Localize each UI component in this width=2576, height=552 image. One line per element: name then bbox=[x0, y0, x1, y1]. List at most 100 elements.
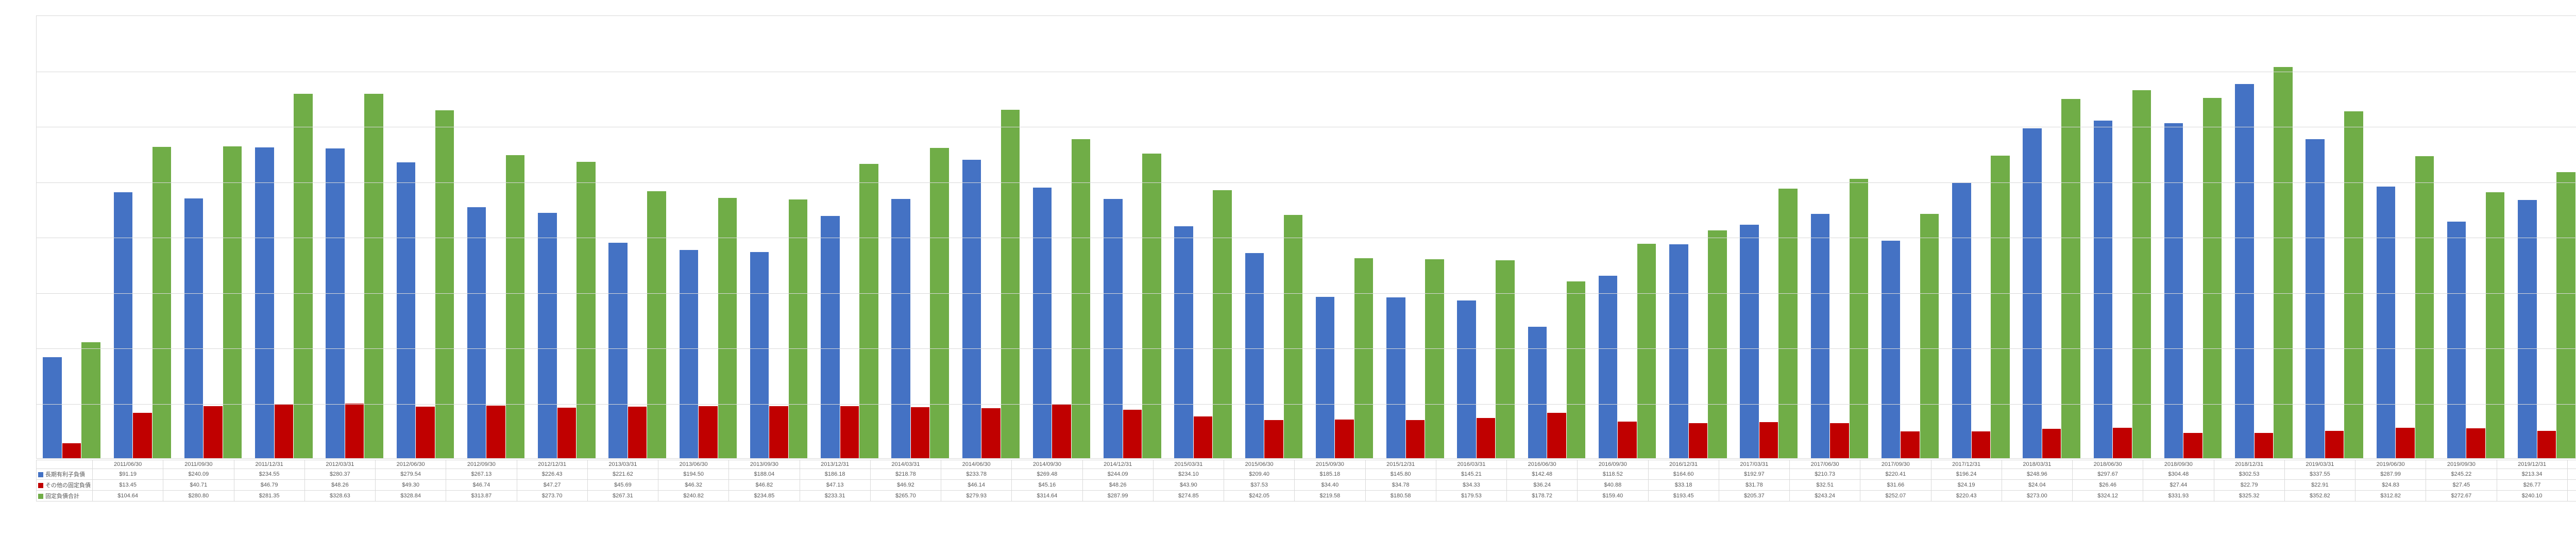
table-cell: $220.43 bbox=[1931, 491, 2002, 501]
table-cell: $24.19 bbox=[1931, 480, 2002, 491]
category-slot bbox=[1168, 16, 1239, 458]
table-cell: $209.40 bbox=[1224, 469, 1295, 480]
table-cell: $325.32 bbox=[2214, 491, 2284, 501]
table-header-date: 2015/09/30 bbox=[1295, 460, 1365, 469]
table-cell: $31.66 bbox=[1860, 480, 1931, 491]
table-header-date: 2016/03/31 bbox=[1436, 460, 1506, 469]
bar bbox=[962, 160, 981, 458]
table-header-date: 2012/03/31 bbox=[304, 460, 375, 469]
category-slot bbox=[2087, 16, 2158, 458]
table-row-header: その他の固定負債 bbox=[37, 480, 93, 491]
bar bbox=[1335, 420, 1354, 458]
table-cell: $313.87 bbox=[446, 491, 517, 501]
bar bbox=[1386, 297, 1405, 458]
category-slot bbox=[1097, 16, 1168, 458]
table-cell: $281.35 bbox=[234, 491, 304, 501]
table-cell: $242.05 bbox=[1224, 491, 1295, 501]
bar bbox=[2537, 431, 2556, 458]
table-header-date: 2017/06/30 bbox=[1790, 460, 1860, 469]
table-cell: $34.33 bbox=[1436, 480, 1506, 491]
bar bbox=[2255, 433, 2274, 458]
table-cell: $267.13 bbox=[446, 469, 517, 480]
table-cell: $142.48 bbox=[1507, 469, 1578, 480]
series-name-label: その他の固定負債 bbox=[45, 482, 91, 489]
table-cell: $188.04 bbox=[729, 469, 800, 480]
category-slot bbox=[390, 16, 461, 458]
bar bbox=[1457, 300, 1476, 458]
bar bbox=[1245, 253, 1264, 458]
table-cell: $179.53 bbox=[1436, 491, 1506, 501]
bar bbox=[1354, 258, 1374, 458]
bar bbox=[1811, 214, 1830, 458]
table-cell: $272.67 bbox=[2426, 491, 2497, 501]
table-cell: $210.73 bbox=[1790, 469, 1860, 480]
category-slot bbox=[178, 16, 249, 458]
category-slot bbox=[2370, 16, 2441, 458]
bar bbox=[2325, 431, 2344, 458]
bar bbox=[1637, 244, 1656, 458]
bar bbox=[2306, 139, 2325, 458]
table-cell: $22.79 bbox=[2214, 480, 2284, 491]
bar bbox=[2274, 67, 2293, 458]
table-cell: $27.45 bbox=[2426, 480, 2497, 491]
bar bbox=[930, 148, 949, 458]
table-cell: $257.99 bbox=[2567, 491, 2576, 501]
bar bbox=[647, 191, 666, 458]
bar bbox=[486, 406, 505, 458]
table-cell: $193.45 bbox=[1648, 491, 1719, 501]
table-cell: $34.40 bbox=[1295, 480, 1365, 491]
bar bbox=[1174, 226, 1193, 458]
table-cell: $279.93 bbox=[941, 491, 1012, 501]
table-header-date: 2014/12/31 bbox=[1082, 460, 1153, 469]
bar bbox=[1952, 182, 1971, 458]
table-cell: $312.82 bbox=[2355, 491, 2426, 501]
table-cell: $118.52 bbox=[1578, 469, 1648, 480]
category-slot bbox=[2299, 16, 2370, 458]
table-cell: $47.27 bbox=[517, 480, 587, 491]
chart-container: $0$50$100$150$200$250$300$350$400 (単位：百万… bbox=[0, 0, 2576, 552]
table-header-date: 2013/03/31 bbox=[587, 460, 658, 469]
category-slot bbox=[744, 16, 815, 458]
bar bbox=[1778, 189, 1798, 458]
table-cell: $46.74 bbox=[446, 480, 517, 491]
table-cell: $13.45 bbox=[93, 480, 163, 491]
bar bbox=[1496, 260, 1515, 458]
table-cell: $245.22 bbox=[2426, 469, 2497, 480]
category-slot bbox=[815, 16, 885, 458]
table-cell: $185.18 bbox=[1295, 469, 1365, 480]
bar bbox=[1477, 418, 1496, 458]
table-cell: $205.37 bbox=[1719, 491, 1789, 501]
category-slot bbox=[249, 16, 319, 458]
bar bbox=[114, 192, 133, 458]
category-slot bbox=[1310, 16, 1380, 458]
table-header-date: 2018/09/30 bbox=[2143, 460, 2214, 469]
table-cell: $244.09 bbox=[1082, 469, 1153, 480]
data-table: 2011/06/302011/09/302011/12/312012/03/31… bbox=[36, 460, 2576, 501]
bar bbox=[628, 407, 647, 458]
bar bbox=[821, 216, 840, 458]
category-slot bbox=[1592, 16, 1663, 458]
bar bbox=[789, 199, 808, 458]
table-cell: $233.24 bbox=[2567, 469, 2576, 480]
bar bbox=[1920, 214, 1939, 458]
series-name-label: 長期有利子負債 bbox=[45, 472, 85, 478]
category-slot bbox=[1875, 16, 1946, 458]
bar bbox=[255, 147, 274, 458]
bar bbox=[416, 407, 435, 458]
table-cell: $36.24 bbox=[1507, 480, 1578, 491]
table-header-date: 2014/03/31 bbox=[870, 460, 941, 469]
table-header-date: 2016/09/30 bbox=[1578, 460, 1648, 469]
bar bbox=[680, 250, 699, 458]
table-cell: $37.53 bbox=[1224, 480, 1295, 491]
table-header-date: 2018/12/31 bbox=[2214, 460, 2284, 469]
table-cell: $226.43 bbox=[517, 469, 587, 480]
table-header-date: 2019/09/30 bbox=[2426, 460, 2497, 469]
table-header-date: 2013/06/30 bbox=[658, 460, 729, 469]
table-header-date: 2014/06/30 bbox=[941, 460, 1012, 469]
table-cell: $218.78 bbox=[870, 469, 941, 480]
table-cell: $337.55 bbox=[2284, 469, 2355, 480]
table-cell: $280.80 bbox=[163, 491, 234, 501]
bar bbox=[859, 164, 878, 458]
category-slot bbox=[1734, 16, 1804, 458]
table-cell: $46.92 bbox=[870, 480, 941, 491]
